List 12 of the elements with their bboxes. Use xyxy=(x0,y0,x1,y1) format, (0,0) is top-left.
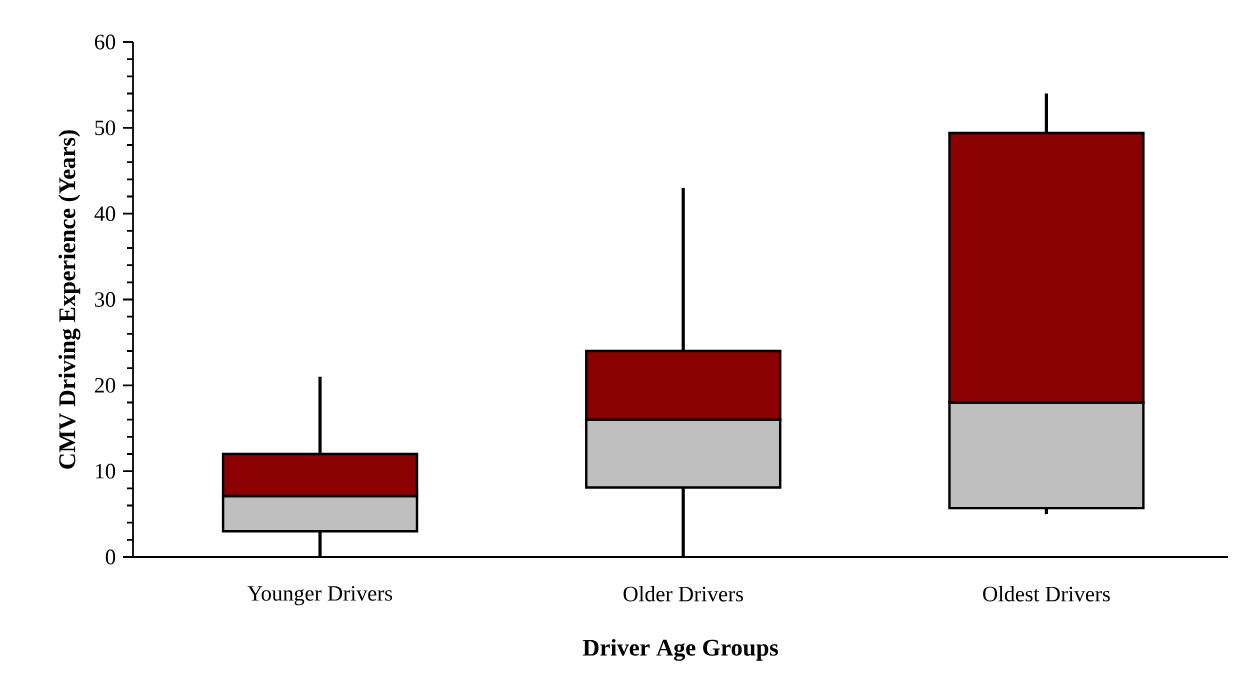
x-tick-label: Older Drivers xyxy=(623,586,743,602)
y-tick-label: 0 xyxy=(105,549,116,565)
y-tick-label: 20 xyxy=(95,377,116,393)
y-tick-label: 60 xyxy=(94,34,116,50)
x-tick-label: Younger Drivers xyxy=(247,586,393,606)
y-axis-title: CMV Driving Experience (Years) xyxy=(58,130,81,469)
y-tick-label: 10 xyxy=(95,463,116,479)
y-tick-label: 40 xyxy=(94,206,116,222)
y-tick-label: 50 xyxy=(95,120,116,136)
y-tick-label: 30 xyxy=(95,292,116,307)
x-tick-label: Oldest Drivers xyxy=(983,586,1110,602)
x-axis-title: Driver Age Groups xyxy=(582,638,778,661)
